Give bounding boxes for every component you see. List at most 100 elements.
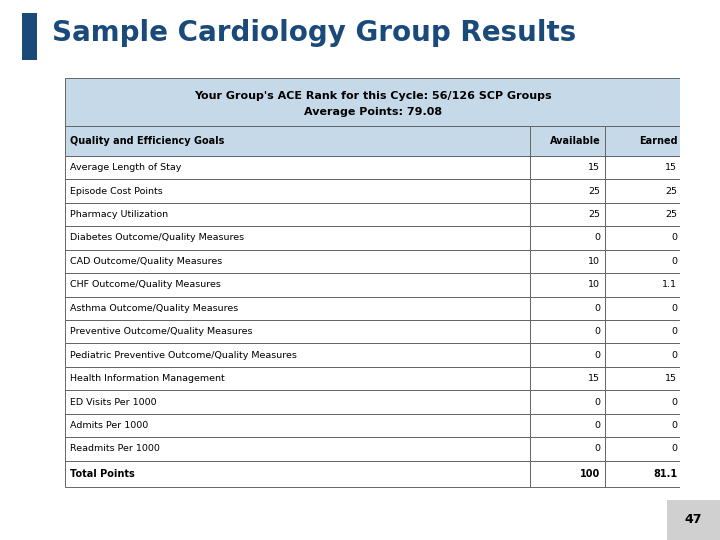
Bar (65, 461, 530, 487)
Bar (65, 156, 530, 179)
Bar (530, 320, 606, 343)
Bar (65, 203, 530, 226)
Bar (65, 296, 530, 320)
Bar (606, 203, 680, 226)
Bar (606, 179, 680, 203)
Text: 10: 10 (588, 257, 600, 266)
Text: Health Information Management: Health Information Management (70, 374, 225, 383)
Bar (530, 249, 606, 273)
Bar (65, 226, 530, 249)
Text: 0: 0 (671, 444, 678, 454)
Bar (606, 343, 680, 367)
Bar (530, 156, 606, 179)
Text: 0: 0 (595, 350, 600, 360)
Bar (65, 414, 530, 437)
Text: ED Visits Per 1000: ED Visits Per 1000 (70, 397, 156, 407)
Bar (65, 343, 530, 367)
Text: 15: 15 (665, 374, 678, 383)
Text: CHF Outcome/Quality Measures: CHF Outcome/Quality Measures (70, 280, 220, 289)
Bar (606, 203, 680, 226)
Text: Preventive Outcome/Quality Measures: Preventive Outcome/Quality Measures (70, 327, 252, 336)
Bar (606, 126, 680, 156)
Bar (530, 343, 606, 367)
Text: 0: 0 (671, 304, 678, 313)
Text: Earned: Earned (639, 136, 678, 146)
Bar (530, 320, 606, 343)
Bar (65, 126, 530, 156)
Text: Sample Cardiology Group Results: Sample Cardiology Group Results (52, 19, 576, 47)
Bar (530, 390, 606, 414)
Text: Readmits Per 1000: Readmits Per 1000 (70, 444, 160, 454)
Bar (65, 226, 530, 249)
Text: CAD Outcome/Quality Measures: CAD Outcome/Quality Measures (70, 257, 222, 266)
Bar (606, 226, 680, 249)
Text: 0: 0 (671, 257, 678, 266)
Bar (530, 461, 606, 487)
Bar (530, 156, 606, 179)
Text: 25: 25 (588, 210, 600, 219)
Bar (530, 179, 606, 203)
Bar (606, 437, 680, 461)
Bar (65, 367, 530, 390)
Bar (606, 414, 680, 437)
Text: 81.1: 81.1 (653, 469, 678, 478)
Bar (606, 343, 680, 367)
Text: 0: 0 (595, 327, 600, 336)
Text: 25: 25 (588, 187, 600, 195)
Bar (65, 179, 530, 203)
Bar (65, 273, 530, 296)
Bar (606, 249, 680, 273)
Bar (606, 273, 680, 296)
Text: 0: 0 (595, 233, 600, 242)
Bar (65, 414, 530, 437)
Text: 0: 0 (671, 233, 678, 242)
Bar (530, 367, 606, 390)
Bar (65, 390, 530, 414)
Bar (65, 343, 530, 367)
Bar (22, 13, 37, 60)
Bar (65, 437, 530, 461)
Bar (530, 226, 606, 249)
Text: Episode Cost Points: Episode Cost Points (70, 187, 163, 195)
Bar (667, 500, 720, 540)
Bar (530, 126, 606, 156)
Text: 25: 25 (665, 187, 678, 195)
Bar (606, 296, 680, 320)
Text: Average Points: 79.08: Average Points: 79.08 (304, 107, 441, 117)
Text: 1.1: 1.1 (662, 280, 678, 289)
Text: Quality and Efficiency Goals: Quality and Efficiency Goals (70, 136, 224, 146)
Bar (606, 226, 680, 249)
Bar (606, 414, 680, 437)
Text: 0: 0 (595, 444, 600, 454)
Bar (65, 320, 530, 343)
Bar (606, 296, 680, 320)
Bar (606, 367, 680, 390)
Bar (530, 390, 606, 414)
Bar (530, 203, 606, 226)
Bar (65, 249, 530, 273)
Text: 0: 0 (671, 397, 678, 407)
Bar (530, 226, 606, 249)
Text: 15: 15 (588, 163, 600, 172)
Bar (530, 273, 606, 296)
Bar (530, 343, 606, 367)
Bar (65, 203, 530, 226)
Text: 0: 0 (671, 350, 678, 360)
Bar (606, 461, 680, 487)
Text: 0: 0 (671, 421, 678, 430)
Bar (606, 320, 680, 343)
Bar (65, 156, 530, 179)
Bar (65, 437, 530, 461)
Bar (530, 414, 606, 437)
Bar (530, 437, 606, 461)
Text: 15: 15 (665, 163, 678, 172)
Bar (530, 179, 606, 203)
Bar (606, 437, 680, 461)
Bar (65, 390, 530, 414)
Bar (530, 437, 606, 461)
Bar (530, 249, 606, 273)
Bar (606, 126, 680, 156)
Bar (65, 273, 530, 296)
Text: Diabetes Outcome/Quality Measures: Diabetes Outcome/Quality Measures (70, 233, 244, 242)
Bar (65, 78, 680, 126)
